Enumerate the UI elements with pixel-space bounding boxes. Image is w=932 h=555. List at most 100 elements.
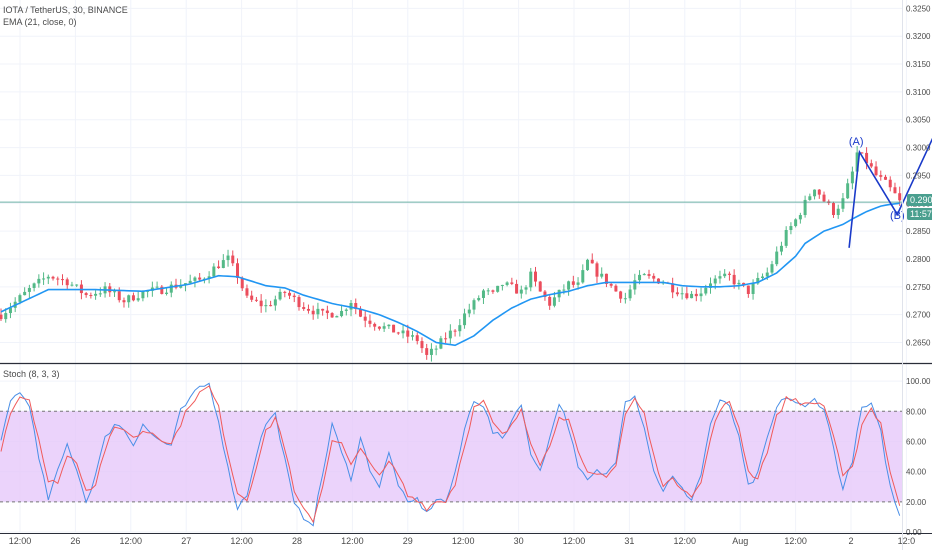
candle [609,282,613,288]
candle-body [340,310,344,317]
candle [505,281,509,287]
candle [576,277,580,290]
candle [8,302,12,319]
candle [368,314,372,328]
candle [619,290,623,303]
candle-body [207,276,211,279]
candle-body [250,295,254,300]
candle [458,319,462,337]
candle [155,281,159,290]
candle-body [879,175,883,177]
candle-body [723,273,727,277]
candle [174,278,178,290]
candle-body [699,293,703,297]
candle-body [27,287,31,292]
candle-body [874,166,878,176]
candle-body [56,278,60,280]
candle-body [349,303,353,310]
candle-body [354,303,358,309]
candle [888,176,892,192]
candle [283,290,287,298]
candle [709,277,712,294]
candle [89,292,93,299]
candle-body [709,283,712,288]
candle [524,285,528,295]
y-tick-label: 0.2650 [906,339,931,348]
stoch-band [0,410,902,503]
candle [165,288,169,296]
y-tick-label: 0.2750 [906,283,931,292]
candle-body [836,208,840,216]
stoch-y-tick-label: 40.00 [906,468,927,477]
candle-body [850,171,854,184]
x-tick-label: 26 [70,536,80,546]
candle-body [453,330,457,332]
candle [434,345,438,356]
stoch-y-tick-label: 0.00 [906,528,922,537]
stoch-y-tick-label: 20.00 [906,498,927,507]
candle-body [533,271,537,282]
candle-body [415,335,419,342]
candle-body [831,203,835,216]
candle [519,285,523,299]
candle [4,308,8,323]
candle-body [98,293,102,295]
candle-body [420,341,424,349]
candle-body [822,194,826,202]
candle-body [614,285,618,292]
candle [865,147,869,170]
stoch-y-tick-label: 80.00 [906,407,927,416]
candle [42,272,46,285]
candle-body [46,276,50,279]
stochastic-lines [0,382,901,527]
candle-body [94,293,98,296]
candle-body [127,295,131,303]
candle [491,289,495,294]
candle-body [212,266,216,277]
candle-body [477,297,481,301]
candle-body [524,287,528,290]
candle [32,282,36,292]
candle-body [401,330,405,334]
candle-body [363,316,367,321]
candle [515,279,519,294]
candle-body [165,292,169,294]
candle-body [302,307,306,309]
y-tick-label: 0.3250 [906,4,931,13]
candle [349,299,353,317]
y-tick-label: 0.3100 [906,88,931,97]
candle-body [690,293,694,299]
candle [127,294,131,308]
candle-body [590,259,594,264]
candle [614,284,618,292]
y-tick-label: 0.3000 [906,144,931,153]
candle [56,276,60,286]
candle-body [321,308,325,311]
candle-body [60,279,64,281]
candle [690,291,694,299]
candle-body [136,298,140,301]
candle [448,324,452,344]
candle [699,287,703,302]
candle [23,287,27,296]
candle-body [604,273,608,284]
candle-body [335,316,339,318]
candle-body [765,272,769,277]
candle-body [458,325,462,332]
candle [354,298,358,315]
candle-body [638,274,642,281]
candle-body [221,260,225,269]
candle [623,292,627,304]
candle-body [770,264,774,273]
candle-body [65,279,69,286]
candle-body [117,291,121,301]
candle [231,250,235,267]
candle-body [42,278,46,280]
candle [671,277,675,299]
candle [798,212,802,224]
candle [817,189,821,199]
candle [429,343,433,362]
candle [273,295,277,311]
